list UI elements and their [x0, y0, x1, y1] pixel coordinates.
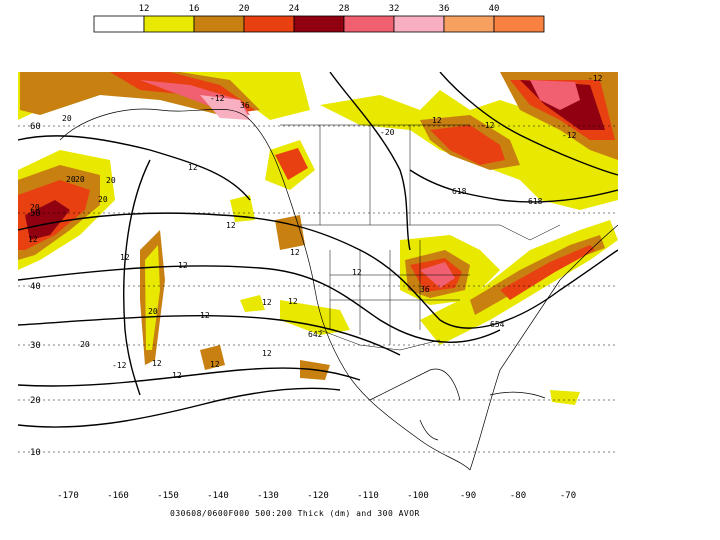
contour-label: 12 [226, 221, 236, 230]
political-borders [280, 124, 561, 351]
caption-text: 030608/0600F000 500:200 Thick (dm) and 3… [170, 509, 420, 518]
longitude-labels: -170 -160 -150 -140 -130 -120 -110 -100 -90 -80 -7… [57, 491, 576, 501]
latitude-label: 40 [30, 282, 41, 292]
latitude-label: 20 [30, 396, 41, 406]
contour-label: 618 [452, 187, 467, 196]
contour-label: 36 [240, 101, 250, 110]
legend-label: 24 [289, 4, 300, 14]
contour-label: 12 [432, 116, 442, 125]
longitude-label: -110 [357, 491, 379, 501]
contour-label: 12 [262, 298, 272, 307]
contour-label: 12 [290, 248, 300, 257]
vorticity-shading [18, 72, 618, 405]
contour-label: 12 [152, 359, 162, 368]
contour-label: 36 [420, 285, 430, 294]
color-legend: 12 16 20 24 28 32 36 40 [93, 4, 545, 33]
longitude-label: -170 [57, 491, 79, 501]
contour-label: 20 [66, 175, 76, 184]
contour-label: 20 [30, 203, 40, 212]
legend-label: 16 [189, 4, 200, 14]
contour-label: -12 [210, 94, 225, 103]
legend-label: 28 [339, 4, 350, 14]
contour-label: 20 [98, 195, 108, 204]
contour-label: -12 [562, 131, 577, 140]
legend-label: 20 [239, 4, 250, 14]
longitude-label: -140 [207, 491, 229, 501]
contour-label: 20 [62, 114, 72, 123]
contour-label: 12 [172, 371, 182, 380]
longitude-label: -160 [107, 491, 129, 501]
latitude-label: 30 [30, 341, 41, 351]
contour-label: -12 [112, 361, 127, 370]
contour-label: 12 [352, 268, 362, 277]
latitude-gridlines [18, 125, 618, 453]
contour-label: 12 [262, 349, 272, 358]
contour-label: 12 [28, 235, 38, 244]
contour-label: 654 [490, 320, 505, 329]
longitude-label: -100 [407, 491, 429, 501]
legend-label: 36 [439, 4, 450, 14]
longitude-label: -80 [510, 491, 526, 501]
contour-label: 618 [528, 197, 543, 206]
contour-label: 12 [178, 261, 188, 270]
contour-label: 642 [308, 330, 323, 339]
contour-label: 20 [148, 307, 158, 316]
legend-label: 32 [389, 4, 400, 14]
contour-label: 12 [200, 311, 210, 320]
coastlines [59, 108, 618, 471]
contour-label: 20 [75, 175, 85, 184]
legend-swatch [493, 15, 545, 33]
contour-label: -20 [380, 128, 395, 137]
latitude-label: 50 [30, 209, 41, 219]
legend-label: 12 [139, 4, 150, 14]
contour-label: 12 [288, 297, 298, 306]
legend-label: 40 [489, 4, 500, 14]
contour-label: 20 [80, 340, 90, 349]
thickness-contours [18, 72, 618, 428]
contour-label: 20 [106, 176, 116, 185]
longitude-label: -130 [257, 491, 279, 501]
longitude-label: -150 [157, 491, 179, 501]
latitude-label: 10 [30, 448, 41, 458]
contour-label: -12 [480, 121, 495, 130]
latitude-labels: 60 50 40 30 20 10 [30, 122, 41, 458]
longitude-label: -90 [460, 491, 476, 501]
longitude-label: -70 [560, 491, 576, 501]
longitude-label: -120 [307, 491, 329, 501]
contour-label: 12 [210, 360, 220, 369]
contour-labels: -12202020121212121220121220-126186181212… [28, 74, 603, 380]
contour-label: -12 [588, 74, 603, 83]
contour-label: 12 [120, 253, 130, 262]
latitude-label: 60 [30, 122, 41, 132]
contour-label: 12 [188, 163, 198, 172]
